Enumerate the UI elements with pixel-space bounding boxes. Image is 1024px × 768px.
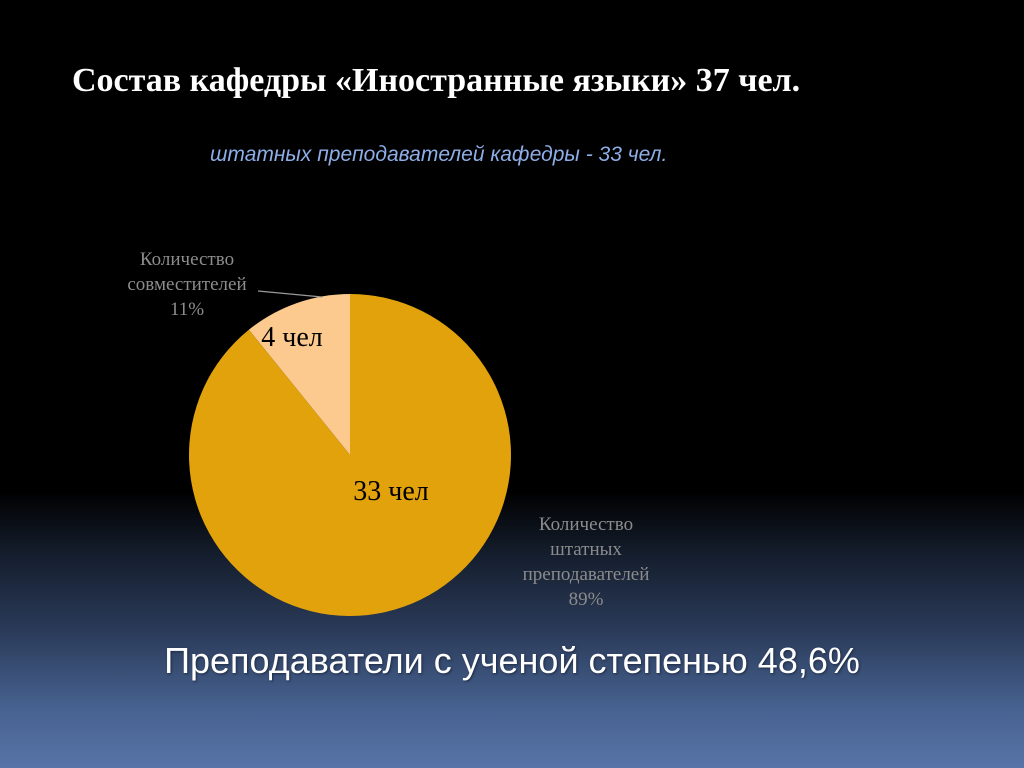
- slide-footer: Преподаватели с ученой степенью 48,6%: [164, 640, 860, 681]
- pie-slice-part-time: [248, 294, 350, 455]
- pie-slice-staff: [188, 294, 511, 616]
- pie-chart: 4 чел 33 чел Количество совместителей 11% Кол…: [127, 249, 650, 616]
- slide-subtitle: штатных преподавателей кафедры - 33 чел.: [210, 143, 668, 166]
- pie-category-label: Количество штатных преподавателей 89%: [523, 514, 650, 610]
- pie-value-label: 4 чел: [261, 322, 323, 353]
- pie-category-label: Количество совместителей 11%: [127, 249, 246, 320]
- pie-leader-line: [257, 290, 323, 298]
- slide-title: Состав кафедры «Иностранные языки» 37 че…: [72, 62, 801, 99]
- pie-value-label: 33 чел: [353, 476, 429, 507]
